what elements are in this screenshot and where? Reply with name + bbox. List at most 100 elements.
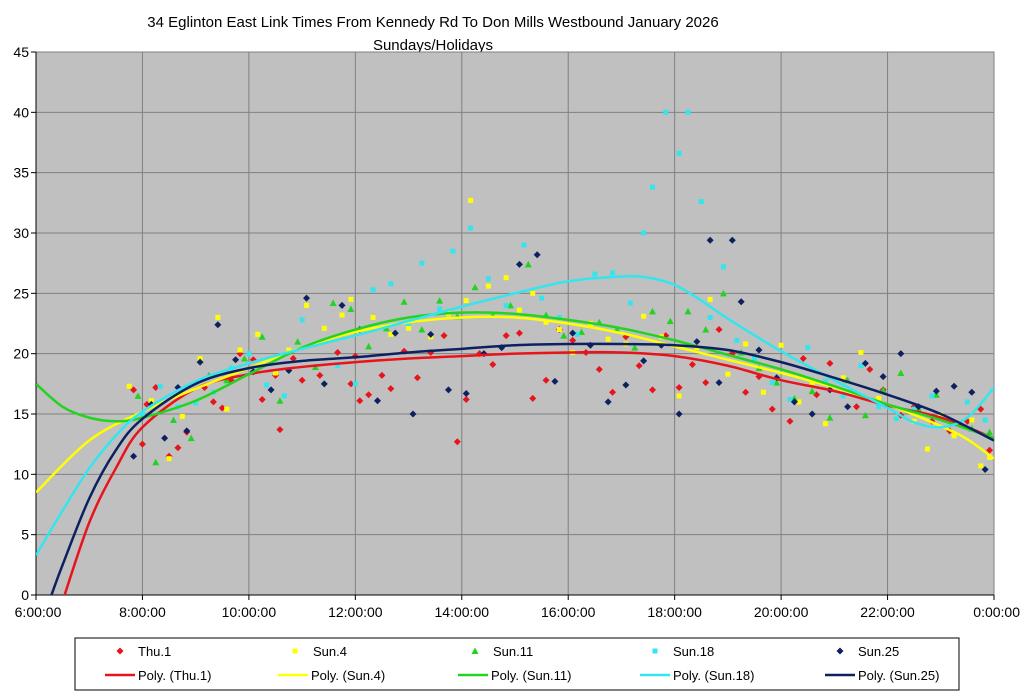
- point-sun-4: [468, 197, 474, 203]
- point-sun-25: [604, 398, 612, 406]
- point-sun-18: [840, 393, 846, 399]
- trendline-poly-thu-1: [63, 350, 994, 595]
- point-sun-18: [676, 150, 682, 156]
- point-sun-25: [533, 251, 541, 259]
- point-sun-4: [641, 313, 647, 319]
- point-sun-25: [861, 359, 869, 367]
- point-sun-18: [246, 351, 252, 357]
- y-tick-label: 40: [13, 104, 29, 120]
- point-sun-11: [187, 434, 195, 442]
- point-sun-4: [605, 336, 611, 342]
- point-sun-25: [968, 388, 976, 396]
- point-sun-25: [622, 381, 630, 389]
- point-sun-18: [281, 393, 287, 399]
- point-sun-25: [444, 386, 452, 394]
- point-sun-25: [303, 294, 311, 302]
- point-thu-1: [675, 383, 683, 391]
- point-thu-1: [276, 426, 284, 434]
- point-sun-18: [521, 242, 527, 248]
- legend-label: Poly. (Sun.18): [673, 668, 754, 683]
- point-thu-1: [648, 386, 656, 394]
- point-sun-11: [897, 369, 905, 376]
- point-sun-11: [861, 411, 869, 419]
- point-sun-25: [196, 358, 204, 366]
- x-tick-label: 22:00:00: [860, 604, 915, 620]
- legend-label: Poly. (Sun.4): [311, 668, 385, 683]
- legend-marker: [652, 648, 658, 654]
- point-sun-11: [524, 260, 532, 268]
- point-sun-18: [468, 225, 474, 231]
- point-sun-4: [148, 398, 154, 404]
- point-sun-11: [400, 298, 408, 305]
- point-sun-11: [986, 428, 994, 436]
- point-sun-11: [365, 342, 373, 350]
- point-sun-11: [702, 326, 710, 333]
- point-thu-1: [152, 383, 160, 391]
- point-thu-1: [853, 403, 861, 411]
- point-thu-1: [365, 391, 373, 399]
- point-sun-18: [663, 109, 669, 115]
- point-sun-18: [641, 230, 647, 236]
- point-thu-1: [209, 398, 217, 406]
- y-tick-label: 15: [13, 406, 29, 422]
- point-sun-18: [769, 380, 775, 386]
- point-sun-25: [232, 356, 240, 364]
- point-thu-1: [440, 332, 448, 340]
- point-thu-1: [502, 332, 510, 340]
- legend-marker: [471, 647, 479, 654]
- point-sun-4: [485, 283, 491, 289]
- point-sun-25: [338, 301, 346, 309]
- point-sun-25: [130, 452, 138, 460]
- point-thu-1: [347, 380, 355, 388]
- point-thu-1: [609, 388, 617, 396]
- point-thu-1: [688, 361, 696, 369]
- point-thu-1: [218, 404, 226, 412]
- point-sun-25: [374, 397, 382, 405]
- point-sun-25: [879, 373, 887, 381]
- point-thu-1: [258, 396, 266, 404]
- point-sun-4: [339, 312, 345, 318]
- point-sun-4: [760, 389, 766, 395]
- legend-label: Sun.4: [313, 644, 347, 659]
- point-sun-4: [778, 342, 784, 348]
- point-sun-18: [437, 306, 443, 312]
- point-sun-4: [858, 349, 864, 355]
- point-sun-25: [755, 346, 763, 354]
- point-thu-1: [453, 438, 461, 446]
- point-sun-11: [152, 458, 160, 466]
- point-sun-18: [539, 295, 545, 301]
- point-sun-11: [684, 307, 692, 315]
- point-thu-1: [866, 365, 874, 373]
- legend: Thu.1 Sun.4 Sun.11 Sun.18 Sun.25 Poly. (Thu.1…: [105, 644, 939, 683]
- point-thu-1: [316, 371, 324, 379]
- point-sun-25: [715, 379, 723, 387]
- point-sun-18: [698, 199, 704, 205]
- point-sun-4: [543, 319, 549, 325]
- point-sun-18: [299, 317, 305, 323]
- y-tick-label: 0: [21, 587, 29, 603]
- point-sun-25: [391, 329, 399, 337]
- y-tick-label: 30: [13, 225, 29, 241]
- point-sun-18: [264, 382, 270, 388]
- point-sun-4: [286, 347, 292, 353]
- x-tick-label: 8:00:00: [119, 604, 166, 620]
- point-sun-4: [822, 421, 828, 427]
- point-sun-25: [808, 410, 816, 418]
- point-sun-18: [388, 281, 394, 287]
- point-sun-4: [676, 393, 682, 399]
- point-thu-1: [298, 376, 306, 384]
- point-sun-4: [255, 331, 261, 337]
- point-thu-1: [569, 336, 577, 344]
- x-tick-label: 16:00:00: [541, 604, 596, 620]
- point-thu-1: [387, 385, 395, 393]
- x-tick-label: 20:00:00: [754, 604, 809, 620]
- point-sun-25: [932, 387, 940, 395]
- legend-label: Sun.25: [858, 644, 899, 659]
- x-tick-label: 18:00:00: [647, 604, 702, 620]
- point-sun-18: [193, 400, 199, 406]
- point-sun-18: [720, 264, 726, 270]
- point-sun-4: [876, 395, 882, 401]
- point-sun-4: [796, 399, 802, 405]
- point-sun-18: [707, 314, 713, 320]
